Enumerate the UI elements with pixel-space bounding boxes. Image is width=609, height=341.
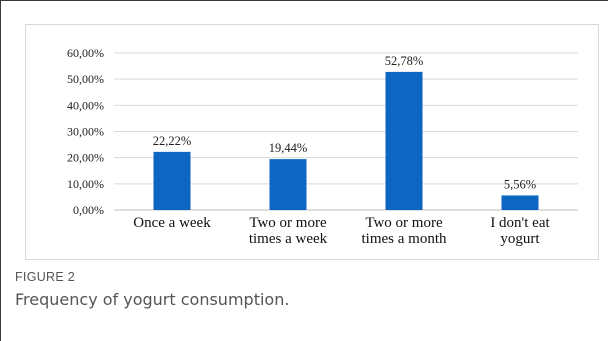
figure-label: FIGURE 2 — [15, 270, 76, 284]
label-layer: 0,00% 10,00% 20,00% 30,00% 40,00% 50,00% 60,00… — [67, 46, 551, 247]
bar — [385, 71, 423, 210]
bar — [269, 159, 307, 210]
category-label: Two or more — [365, 215, 443, 231]
data-label: 19,44% — [269, 141, 308, 155]
bar — [153, 151, 191, 210]
category-label: Two or more — [249, 215, 327, 231]
category-label: Once a week — [133, 215, 211, 231]
bar-chart: 0,00% 10,00% 20,00% 30,00% 40,00% 50,00% 60,00… — [67, 46, 578, 247]
bar-layer — [153, 71, 539, 210]
category-label: I don't eat — [490, 215, 550, 231]
category-label: times a week — [249, 231, 328, 247]
category-label: yogurt — [500, 231, 540, 247]
y-tick-label: 60,00% — [67, 46, 104, 60]
y-tick-label: 50,00% — [67, 72, 104, 86]
grid-layer — [114, 52, 578, 211]
figure-caption: Frequency of yogurt consumption. — [15, 290, 290, 309]
y-tick-label: 0,00% — [73, 203, 104, 217]
y-tick-label: 30,00% — [67, 125, 104, 139]
y-tick-label: 10,00% — [67, 177, 104, 191]
y-tick-label: 40,00% — [67, 98, 104, 112]
y-tick-label: 20,00% — [67, 151, 104, 165]
data-label: 52,78% — [385, 54, 424, 68]
data-label: 22,22% — [153, 134, 192, 148]
category-label: times a month — [362, 231, 447, 247]
data-label: 5,56% — [504, 177, 536, 191]
chart-container: 0,00% 10,00% 20,00% 30,00% 40,00% 50,00% 60,00… — [25, 24, 599, 260]
bar — [501, 195, 539, 210]
